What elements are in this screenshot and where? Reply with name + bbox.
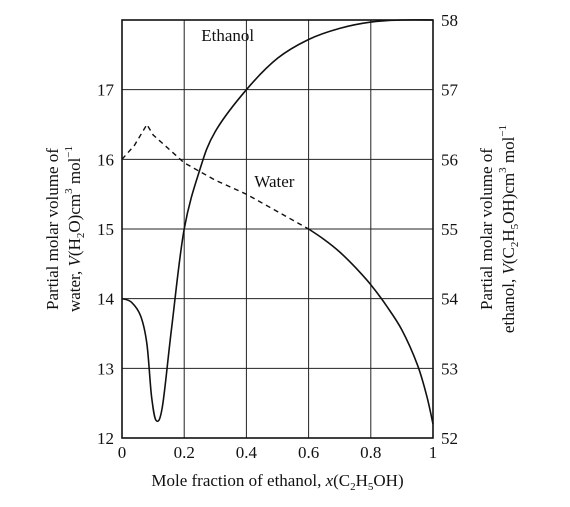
series-line-ethanol-solid	[121, 19, 434, 423]
y-right-tick-label: 54	[441, 290, 459, 309]
series-annotation-water: Water	[254, 172, 294, 191]
series-line-water-dashed	[121, 123, 309, 230]
y-left-tick-label: 15	[97, 220, 114, 239]
x-tick-label: 1	[429, 443, 438, 462]
x-tick-label: 0.6	[298, 443, 319, 462]
y-axis-right-label-line2: ethanol, V(C2H5OH)cm3 mol−1	[497, 125, 521, 333]
series-line-water-solid	[308, 228, 434, 425]
y-left-tick-label: 12	[97, 429, 114, 448]
grid-layer	[122, 20, 433, 438]
x-tick-label: 0.8	[360, 443, 381, 462]
x-tick-label: 0	[118, 443, 127, 462]
y-right-tick-label: 53	[441, 359, 458, 378]
y-axis-left-label-line2: water, V(H2O)cm3 mol−1	[63, 146, 87, 312]
y-axis-right-label-line1: Partial molar volume of	[477, 148, 496, 310]
y-left-tick-label: 14	[97, 290, 115, 309]
plot-frame	[121, 19, 434, 439]
ticks-layer: 0 0.2 0.4 0.6 0.8 1 12 13 14 15 16 17 52 53 54 55 56 57 58	[97, 11, 459, 462]
x-axis-label: Mole fraction of ethanol, x(C2H5OH)	[151, 471, 403, 493]
y-axis-left-label-line1: Partial molar volume of	[43, 148, 62, 310]
y-right-tick-label: 52	[441, 429, 458, 448]
y-left-tick-label: 17	[97, 81, 115, 100]
y-right-tick-label: 58	[441, 11, 458, 30]
y-left-tick-label: 13	[97, 359, 114, 378]
y-axis-left-label: Partial molar volume of water, V(H2O)cm3…	[43, 146, 87, 312]
series-layer	[121, 19, 434, 425]
y-right-tick-label: 56	[441, 150, 458, 169]
x-tick-label: 0.4	[236, 443, 258, 462]
x-tick-label: 0.2	[174, 443, 195, 462]
annotation-layer: Ethanol Water	[201, 26, 295, 191]
series-annotation-ethanol: Ethanol	[201, 26, 254, 45]
y-right-tick-label: 57	[441, 81, 459, 100]
y-axis-right-label: Partial molar volume of ethanol, V(C2H5O…	[477, 125, 521, 333]
y-right-tick-label: 55	[441, 220, 458, 239]
y-left-tick-label: 16	[97, 150, 114, 169]
